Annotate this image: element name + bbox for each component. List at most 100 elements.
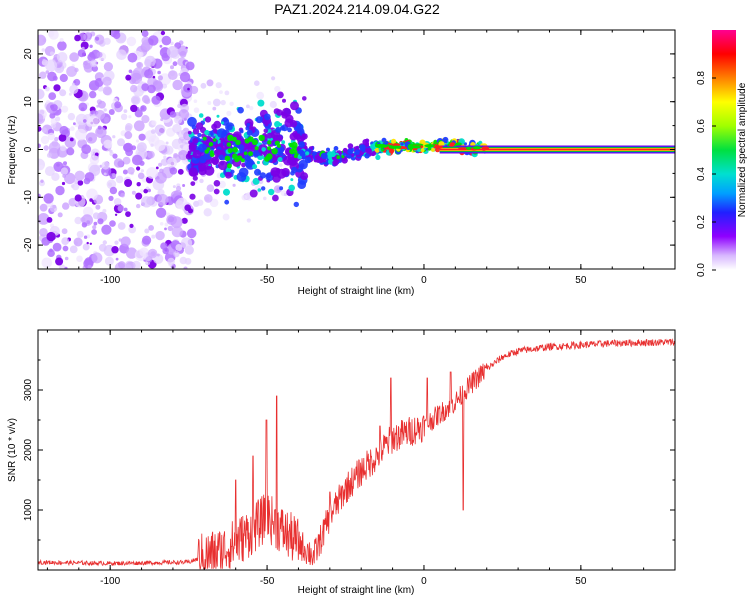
heatmap-cell (202, 136, 207, 141)
heatmap-cell (115, 257, 119, 261)
heatmap-cell (113, 198, 122, 206)
heatmap-cell (59, 38, 64, 42)
y-tick-label: 10 (23, 96, 34, 108)
heatmap-cell (163, 155, 167, 159)
heatmap-cell (86, 234, 91, 239)
heatmap-cell (87, 264, 92, 269)
heatmap-cell (125, 211, 131, 218)
heatmap-cell (239, 129, 244, 134)
heatmap-cell (160, 242, 168, 250)
heatmap-cell (57, 212, 63, 218)
heatmap-cell (166, 157, 178, 168)
heatmap-cell (158, 162, 163, 167)
heatmap-cell (134, 249, 147, 262)
heatmap-cell (139, 80, 143, 85)
snr-x-axis-label: Height of straight line (km) (298, 585, 415, 596)
heatmap-cell (102, 208, 107, 213)
heatmap-cell (257, 99, 265, 107)
heatmap-cell (132, 96, 140, 104)
heatmap-cell (46, 231, 56, 242)
heatmap-cell (226, 124, 233, 131)
heatmap-cell (364, 153, 370, 159)
heatmap-cell (427, 146, 432, 151)
heatmap-cell (62, 245, 69, 252)
heatmap-cell (213, 180, 221, 187)
x-tick-label: -100 (100, 576, 120, 587)
heatmap-cell (155, 166, 159, 170)
heatmap-cell (237, 106, 244, 114)
heatmap-cell (430, 147, 435, 152)
heatmap-cell (61, 228, 68, 235)
heatmap-cell (96, 51, 103, 58)
heatmap-cell (122, 156, 131, 165)
colorbar-tick-label: 0.4 (696, 167, 707, 181)
heatmap-cell (117, 222, 126, 230)
heatmap-cell (236, 172, 247, 182)
heatmap-cell (66, 66, 77, 77)
heatmap-cell (249, 106, 254, 111)
x-tick-label: -50 (260, 275, 275, 286)
heatmap-cell (90, 59, 98, 68)
heatmap-cell (243, 151, 248, 156)
heatmap-cell (192, 175, 198, 181)
heatmap-cell (103, 108, 107, 112)
heatmap-cell (159, 222, 164, 226)
x-tick-label: 50 (575, 275, 587, 286)
heatmap-cell (83, 235, 88, 239)
heatmap-cell (450, 142, 456, 146)
heatmap-cell (118, 261, 126, 269)
heatmap-cell (157, 194, 169, 206)
spectrogram-x-axis-label: Height of straight line (km) (298, 286, 415, 297)
heatmap-cell (272, 174, 281, 183)
heatmap-cell (276, 134, 283, 142)
heatmap-cell (248, 151, 253, 157)
heatmap-cell (103, 62, 113, 72)
heatmap-cell (134, 109, 143, 118)
heatmap-cell (366, 147, 372, 154)
heatmap-cell (160, 30, 166, 36)
heatmap-cell (271, 76, 276, 81)
heatmap-cell (281, 167, 290, 177)
heatmap-cell (141, 95, 150, 104)
heatmap-cell (177, 168, 184, 175)
heatmap-cell (151, 120, 157, 126)
heatmap-cell (234, 157, 240, 163)
heatmap-cell (47, 132, 55, 141)
heatmap-cell (144, 55, 156, 67)
heatmap-cell (46, 152, 52, 158)
heatmap-cell (216, 114, 220, 118)
heatmap-cell (102, 76, 112, 87)
heatmap-cell (91, 229, 97, 235)
spectrogram-heatmap (38, 30, 675, 269)
heatmap-cell (347, 143, 354, 149)
heatmap-cell (64, 172, 76, 185)
heatmap-cell (164, 222, 169, 227)
heatmap-cell (38, 143, 41, 149)
heatmap-cell (112, 173, 117, 178)
heatmap-cell (148, 225, 155, 231)
heatmap-cell (97, 218, 104, 225)
heatmap-cell (290, 101, 299, 111)
heatmap-cell (50, 104, 58, 112)
heatmap-cell (54, 136, 59, 142)
heatmap-cell (55, 257, 64, 266)
heatmap-cell (277, 91, 284, 99)
heatmap-cell (159, 44, 163, 48)
heatmap-cell (263, 196, 267, 201)
heatmap-cell (188, 144, 197, 152)
heatmap-cell (73, 237, 83, 247)
heatmap-cell (287, 127, 292, 133)
heatmap-cell (142, 235, 152, 245)
heatmap-cell (276, 109, 283, 116)
heatmap-cell (172, 185, 176, 189)
heatmap-cell (198, 163, 207, 171)
heatmap-cell (174, 115, 183, 124)
heatmap-cell (204, 129, 210, 136)
heatmap-cell (114, 240, 119, 245)
heatmap-cell (155, 207, 167, 218)
heatmap-cell (187, 150, 192, 155)
heatmap-cell (114, 30, 120, 34)
snr-plot-area (38, 330, 675, 570)
heatmap-cell (102, 86, 112, 96)
heatmap-cell (102, 240, 108, 245)
